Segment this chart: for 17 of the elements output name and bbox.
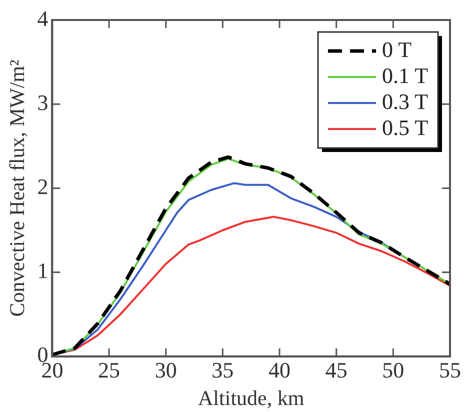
y-tick-label: 1 <box>37 258 48 284</box>
legend-label: 0.1 T <box>382 62 429 88</box>
y-tick-label: 2 <box>37 174 48 199</box>
y-tick-label: 4 <box>37 6 48 31</box>
legend-label: 0.5 T <box>382 114 429 140</box>
x-tick-label: 45 <box>325 357 348 382</box>
legend-label: 0.3 T <box>382 88 429 114</box>
y-tick-label: 3 <box>37 90 48 115</box>
x-tick-label: 40 <box>268 357 291 382</box>
x-tick-label: 35 <box>212 357 234 382</box>
legend-label: 0 T <box>382 36 412 62</box>
x-tick-label: 55 <box>439 357 461 382</box>
x-tick-label: 50 <box>382 357 404 382</box>
y-axis-title: Convective Heat flux, MW/m² <box>5 60 30 317</box>
x-axis-title: Altitude, km <box>198 386 304 410</box>
x-tick-label: 30 <box>154 357 177 382</box>
x-tick-label: 25 <box>98 357 120 382</box>
